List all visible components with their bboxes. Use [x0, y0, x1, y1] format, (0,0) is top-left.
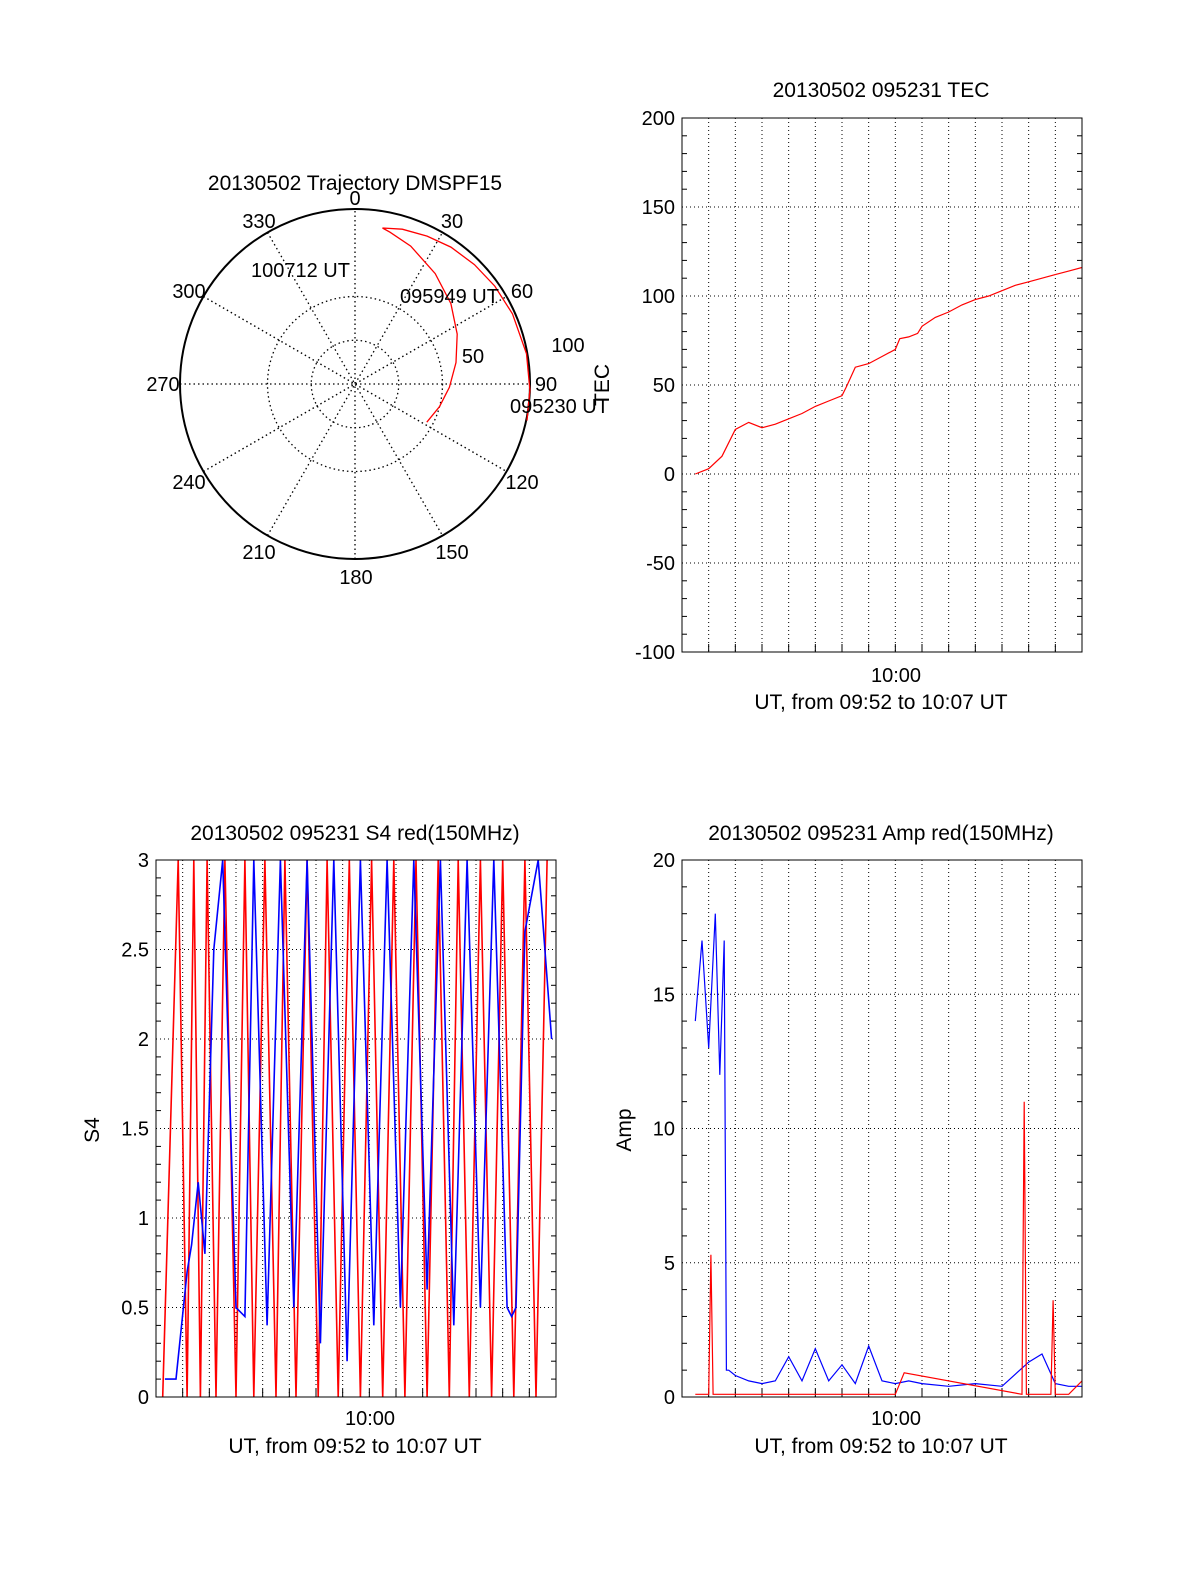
azimuth-label-330: 330 [242, 211, 275, 233]
polar-grid [180, 209, 530, 559]
amp-series-line-1 [695, 1101, 1082, 1396]
trajectory-start-label: 095230 UT [510, 396, 609, 418]
tec-y-tick-label: -100 [635, 642, 675, 664]
amp-y-axis: 0 5 10 15 20 [653, 850, 675, 1409]
tec-y-axis: -100 -50 0 50 100 150 200 [635, 108, 675, 664]
tec-chart-title: 20130502 095231 TEC [773, 79, 990, 102]
amp-chart-title: 20130502 095231 Amp red(150MHz) [708, 822, 1054, 845]
s4-series-line-0 [161, 860, 548, 1397]
amp-y-tick-label: 10 [653, 1119, 675, 1141]
tec-x-axis-label: UT, from 09:52 to 10:07 UT [754, 691, 1007, 714]
s4-series-line-1 [164, 860, 553, 1380]
azimuth-label-90: 90 [535, 374, 557, 396]
polar-chart-title: 20130502 Trajectory DMSPF15 [208, 172, 502, 195]
polar-trajectory-chart: 20130502 Trajectory DMSPF15 0 30 60 90 1… [146, 172, 609, 589]
tec-series [695, 266, 1082, 475]
azimuth-label-180: 180 [339, 567, 372, 589]
azimuth-label-0: 0 [349, 188, 360, 210]
s4-chart: 20130502 095231 S4 red(150MHz) 0 0.5 1 1.5 2… [81, 822, 557, 1458]
tec-y-tick-label: 200 [642, 108, 675, 130]
amp-y-tick-label: 20 [653, 850, 675, 872]
azimuth-label-30: 30 [441, 211, 463, 233]
polar-azimuth-labels: 0 30 60 90 120 150 180 210 240 270 300 3… [146, 188, 557, 589]
s4-y-tick-label: 1 [138, 1208, 149, 1230]
tec-x-tick-1000: 10:00 [871, 665, 921, 687]
azimuth-label-300: 300 [172, 281, 205, 303]
azimuth-label-210: 210 [242, 542, 275, 564]
tec-y-tick-label: 0 [664, 464, 675, 486]
s4-y-axis-label: S4 [81, 1117, 104, 1143]
s4-y-tick-label: 2 [138, 1029, 149, 1051]
radial-label-100: 100 [551, 335, 584, 357]
s4-series [161, 860, 553, 1397]
amp-x-axis-label: UT, from 09:52 to 10:07 UT [754, 1435, 1007, 1458]
s4-y-tick-label: 0 [138, 1387, 149, 1409]
tec-y-axis-label: TEC [591, 364, 614, 406]
tec-grid [682, 118, 1082, 652]
polar-outer-circle [179, 208, 531, 560]
amp-y-tick-label: 15 [653, 984, 675, 1006]
s4-x-tick-1000: 10:00 [345, 1408, 395, 1430]
azimuth-label-150: 150 [435, 542, 468, 564]
azimuth-label-270: 270 [146, 374, 179, 396]
s4-y-tick-label: 2.5 [121, 940, 149, 962]
tec-y-tick-label: -50 [646, 553, 675, 575]
amp-y-axis-label: Amp [613, 1108, 636, 1151]
tec-chart: 20130502 095231 TEC -100-50050100150200 … [591, 79, 1083, 714]
tec-series-line-0 [695, 266, 1082, 475]
azimuth-label-240: 240 [172, 472, 205, 494]
tec-y-tick-label: 100 [642, 286, 675, 308]
tec-y-tick-label: 150 [642, 197, 675, 219]
amp-y-tick-label: 5 [664, 1253, 675, 1275]
s4-y-axis: 0 0.5 1 1.5 2 2.5 3 [121, 850, 149, 1409]
tec-plot-frame [681, 117, 1083, 653]
amp-series-line-0 [694, 913, 1082, 1387]
amp-grid [682, 860, 1082, 1397]
tec-y-tick-label: 50 [653, 375, 675, 397]
s4-y-tick-label: 3 [138, 850, 149, 872]
s4-chart-title: 20130502 095231 S4 red(150MHz) [190, 822, 519, 845]
radial-label-50: 50 [462, 346, 484, 368]
azimuth-label-60: 60 [511, 281, 533, 303]
amp-y-tick-label: 0 [664, 1387, 675, 1409]
trajectory-end-label: 100712 UT [251, 260, 350, 282]
trajectory-line [382, 227, 531, 423]
amp-plot-frame [681, 859, 1083, 1398]
trajectory-mid-label: 095949 UT [400, 286, 499, 308]
amp-series [694, 913, 1082, 1396]
s4-y-tick-label: 1.5 [121, 1119, 149, 1141]
s4-y-tick-label: 0.5 [121, 1298, 149, 1320]
amp-chart: 20130502 095231 Amp red(150MHz) 0 5 10 15 20… [613, 822, 1083, 1458]
s4-plot-frame [155, 859, 557, 1398]
s4-x-axis-label: UT, from 09:52 to 10:07 UT [228, 1435, 481, 1458]
amp-x-tick-1000: 10:00 [871, 1408, 921, 1430]
azimuth-label-120: 120 [505, 472, 538, 494]
